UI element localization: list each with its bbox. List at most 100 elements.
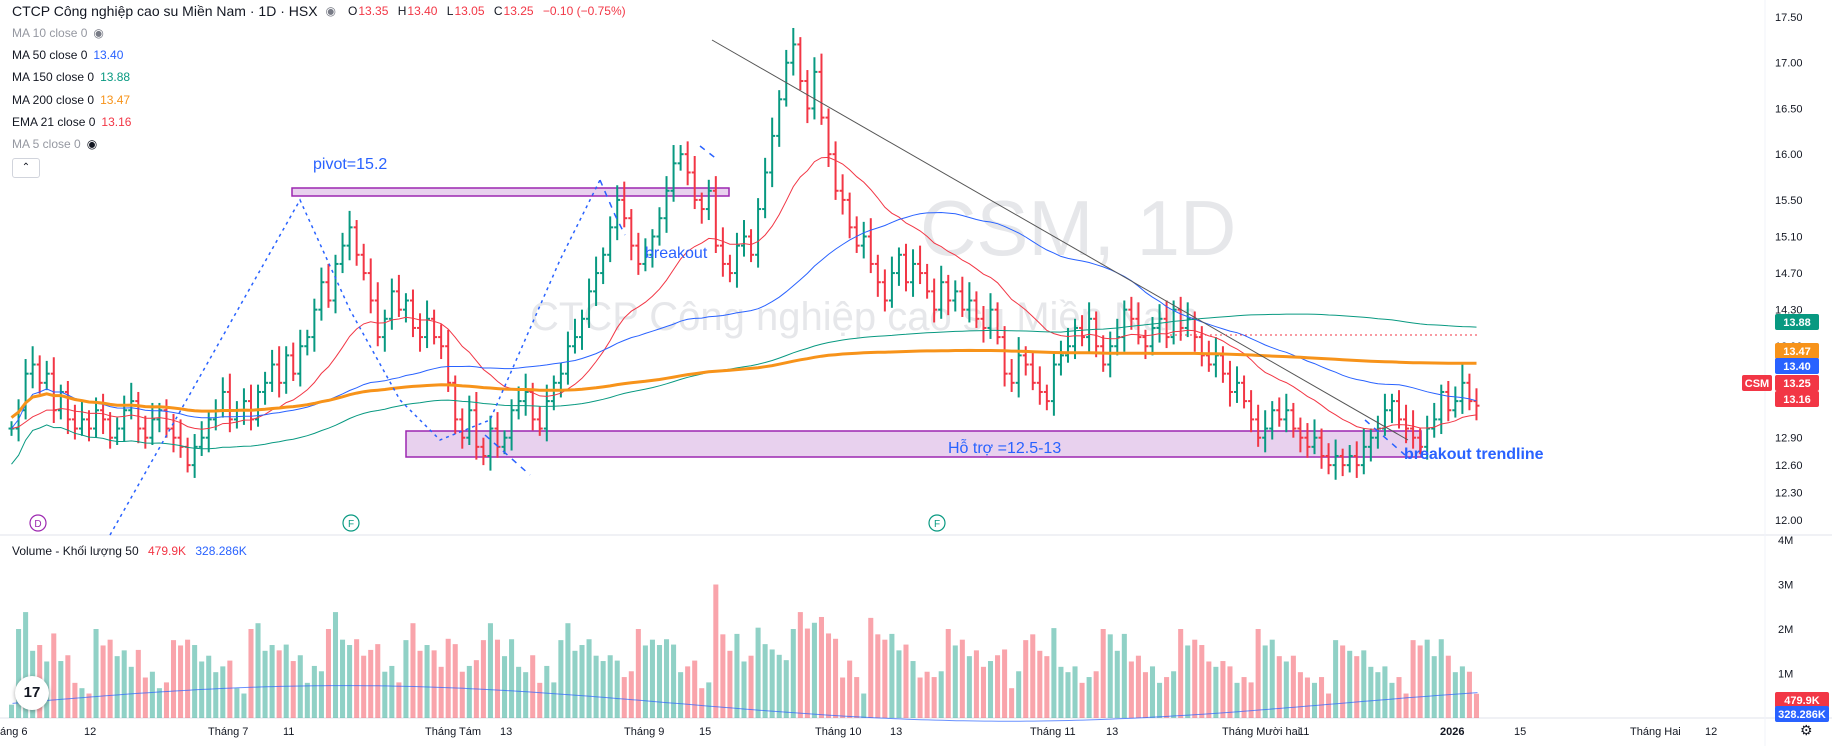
volume-bar — [523, 672, 529, 718]
candle — [818, 53, 825, 125]
volume-bar — [692, 660, 698, 718]
volume-bar — [776, 654, 782, 718]
volume-bar — [389, 665, 395, 718]
gear-icon[interactable]: ⚙ — [1800, 722, 1813, 738]
candle — [1304, 423, 1311, 458]
candle — [487, 415, 494, 471]
candle — [515, 386, 522, 420]
volume-bar — [213, 672, 219, 718]
collapse-legend-button[interactable]: ⌃ — [12, 158, 40, 178]
breakout-dashed-arrow[interactable] — [599, 179, 626, 236]
swing-dotted-line[interactable] — [109, 179, 601, 536]
volume-bar — [1333, 640, 1339, 718]
price-badge — [1775, 358, 1819, 374]
volume-bar — [1438, 639, 1444, 718]
volume-bar — [276, 650, 282, 718]
trendline[interactable] — [711, 39, 1409, 441]
financials-marker[interactable]: F — [928, 514, 946, 532]
volume-bar — [262, 650, 268, 718]
symbol-title[interactable]: CTCP Công nghiệp cao su Miền Nam · 1D · … — [12, 3, 318, 19]
volume-bar — [664, 639, 670, 718]
volume-bar — [382, 671, 388, 718]
support-zone-box[interactable] — [405, 430, 1422, 458]
candle — [1128, 296, 1135, 330]
dividend-marker[interactable]: D — [29, 514, 47, 532]
candle — [663, 176, 670, 233]
volume-bar — [1051, 628, 1057, 718]
volume-bar — [1002, 649, 1008, 718]
volume-bar — [107, 639, 113, 718]
dashed-arrow-top[interactable] — [699, 145, 719, 161]
candle — [1086, 302, 1093, 352]
candle — [1283, 393, 1290, 433]
volume-bar — [656, 645, 663, 718]
volume-bar — [945, 629, 951, 718]
candle — [1255, 404, 1262, 447]
support-annotation[interactable]: Hỗ trợ =12.5-13 — [948, 438, 1061, 457]
pivot-annotation[interactable]: pivot=15.2 — [313, 156, 387, 173]
indicator-ma5[interactable]: MA 5 close 0 ◉ — [12, 137, 97, 151]
candle — [283, 346, 290, 394]
volume-tick-label: 3M — [1778, 580, 1793, 592]
time-tick-label: 13 — [1106, 726, 1118, 738]
breakout-annotation[interactable]: breakout — [645, 245, 708, 262]
candle — [1339, 448, 1346, 477]
price-axis[interactable]: 17.50 17.00 16.50 16.00 15.50 15.10 14.70 14.30… — [1775, 12, 1803, 527]
volume-bar — [1072, 666, 1078, 718]
volume-bar — [304, 682, 310, 718]
indicator-ema21[interactable]: EMA 21 close 0 13.16 — [12, 115, 131, 129]
candle — [1241, 375, 1248, 409]
price-tick-label: 16.00 — [1775, 149, 1803, 161]
volume-bar — [128, 666, 134, 718]
candle — [121, 395, 128, 442]
volume-bar — [1100, 629, 1106, 718]
candle — [50, 357, 57, 424]
candle — [1346, 445, 1353, 473]
tradingview-logo[interactable]: 17 — [15, 676, 49, 710]
volume-bar — [614, 660, 620, 718]
volume-bar — [65, 655, 71, 718]
ema21-line — [11, 156, 1477, 430]
indicator-ma150[interactable]: MA 150 close 0 13.88 — [12, 70, 130, 84]
dashed-arrow[interactable] — [484, 434, 531, 476]
eye-slash-icon[interactable]: ◉ — [325, 4, 337, 18]
candle — [36, 355, 43, 394]
volume-badge — [1775, 706, 1829, 722]
volume-bar — [283, 644, 289, 718]
candle — [332, 254, 339, 314]
pivot-zone-box[interactable] — [291, 187, 730, 197]
trendline-breakout-arrow[interactable] — [1364, 419, 1406, 456]
volume-bar — [1431, 656, 1437, 718]
breakout-trendline-annotation[interactable]: breakout trendline — [1404, 446, 1544, 463]
candle — [93, 397, 100, 438]
indicator-name: MA 50 close 0 — [12, 48, 88, 62]
volume-bar — [135, 649, 141, 718]
indicator-ma50[interactable]: MA 50 close 0 13.40 — [12, 48, 123, 62]
indicator-name: MA 150 close 0 — [12, 70, 95, 84]
eye-slash-icon[interactable]: ◉ — [93, 26, 104, 40]
eye-slash-icon[interactable]: ◉ — [86, 137, 98, 151]
volume-bar — [755, 627, 761, 718]
volume-bar — [1389, 682, 1395, 718]
volume-axis[interactable]: 4M 3M 2M 1M 479.9K 328.286K — [1775, 535, 1829, 722]
candle — [888, 256, 895, 308]
volume-bar — [494, 639, 501, 718]
financials-marker[interactable]: F — [342, 514, 360, 532]
watermark-company: CTCP Công nghiệp cao su Miền Nam — [530, 295, 1198, 339]
candle — [1466, 373, 1473, 411]
volume-bar — [544, 665, 550, 718]
volume-bar — [86, 693, 92, 718]
indicator-ma200[interactable]: MA 200 close 0 13.47 — [12, 93, 130, 107]
price-badge — [1742, 375, 1772, 391]
time-tick-label: 13 — [500, 726, 512, 738]
price-tick-label: 17.50 — [1775, 12, 1803, 24]
candle — [910, 249, 917, 297]
volume-legend[interactable]: Volume - Khối lượng 50 479.9K 328.286K — [12, 544, 247, 558]
indicator-ma10[interactable]: MA 10 close 0 ◉ — [12, 26, 104, 40]
candle — [741, 220, 747, 257]
volume-bar — [100, 645, 106, 718]
time-axis[interactable]: áng 6 12 Tháng 7 11 Tháng Tám 13 Tháng 9 15 Thán… — [0, 726, 1717, 738]
candle — [924, 263, 931, 299]
volume-bar — [854, 677, 860, 718]
